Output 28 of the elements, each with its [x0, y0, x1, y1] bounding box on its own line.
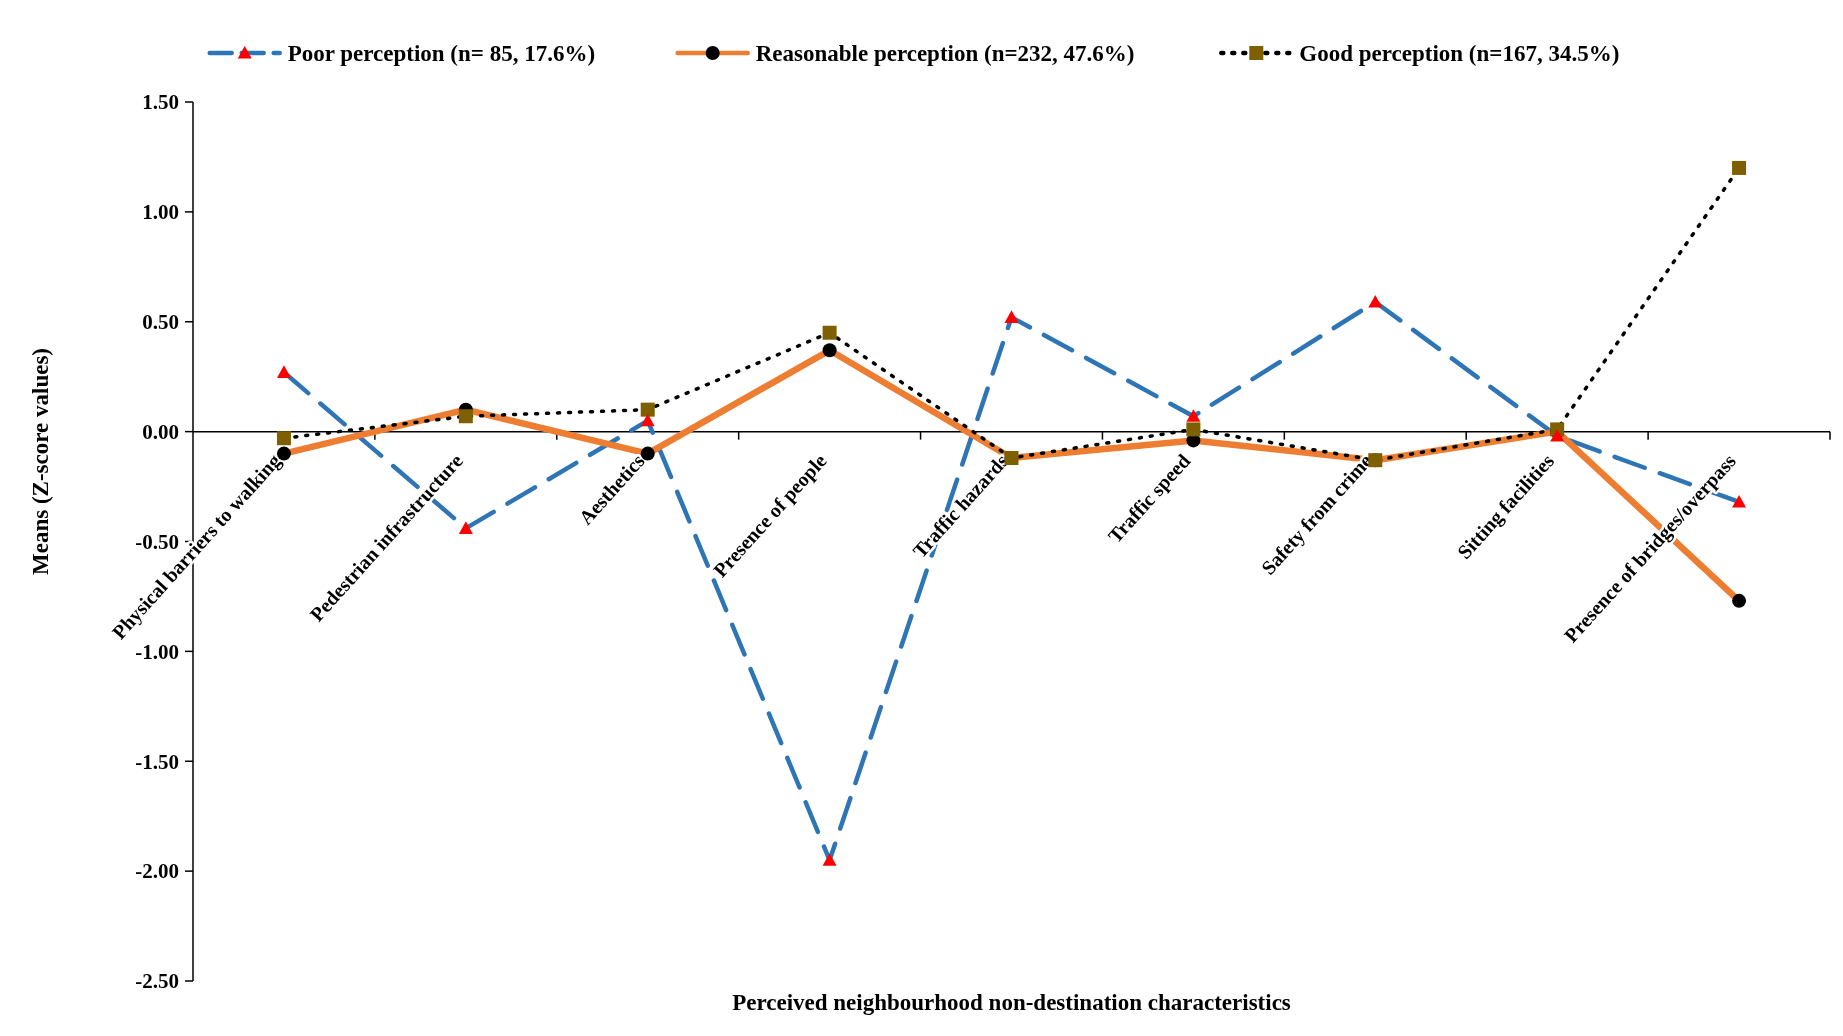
point — [1550, 429, 1565, 442]
y-axis-title: Means (Z-score values) — [28, 348, 53, 575]
point — [822, 325, 837, 340]
point — [822, 853, 837, 866]
point — [276, 431, 291, 446]
y-tick-label: 1.50 — [142, 90, 179, 115]
point — [458, 409, 473, 424]
y-tick-label: 0.50 — [142, 310, 179, 335]
point — [822, 343, 837, 358]
y-tick-label: -2.00 — [135, 859, 179, 884]
point — [1732, 160, 1747, 175]
y-tick-label: 0.00 — [142, 419, 179, 444]
point — [1186, 409, 1201, 422]
legend-label: Poor perception (n= 85, 17.6%) — [287, 41, 596, 67]
x-axis-title: Perceived neighbourhood non-destination characteristics — [732, 990, 1291, 1015]
y-tick-label: -1.00 — [135, 639, 179, 664]
point — [640, 413, 655, 427]
point — [1732, 593, 1747, 608]
point — [1368, 294, 1383, 308]
point — [276, 365, 291, 378]
legend-label: Good perception (n=167, 34.5%) — [1299, 41, 1620, 67]
y-tick-label: -1.50 — [135, 749, 179, 774]
point — [640, 402, 655, 417]
point — [1004, 310, 1019, 323]
legend-label: Reasonable perception (n=232, 47.6%) — [755, 41, 1135, 67]
point — [1186, 422, 1201, 437]
y-tick-label: 1.00 — [142, 200, 179, 225]
y-tick-label: -2.50 — [135, 969, 179, 994]
